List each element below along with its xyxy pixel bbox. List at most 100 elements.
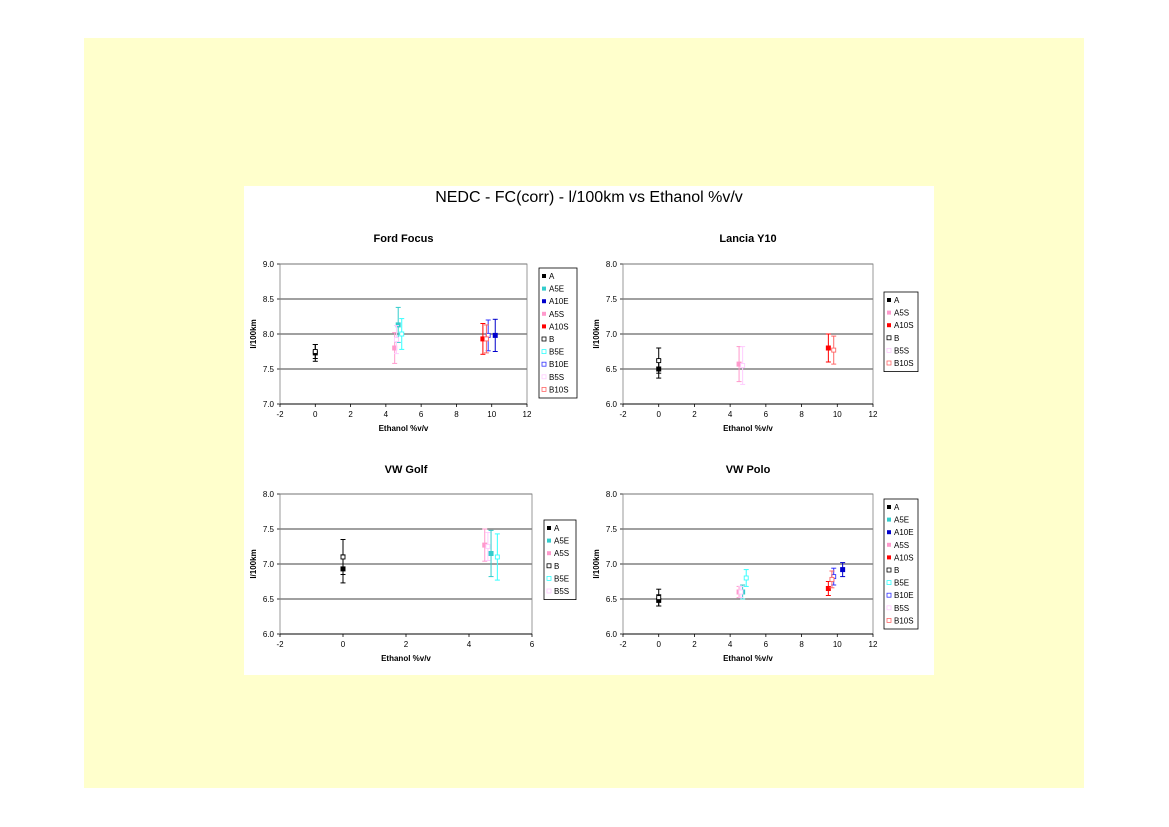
chart-title: VW Golf [385,464,428,476]
y-tick-label: 7.0 [263,560,275,569]
x-tick-label: 4 [384,410,389,419]
x-tick-label: 12 [869,640,878,649]
x-tick-label: 10 [833,640,842,649]
legend-marker-B5S [546,588,552,594]
point-B10S [831,347,837,353]
y-tick-label: 7.0 [606,330,618,339]
x-tick-label: -2 [619,640,627,649]
legend-label-A10S: A10S [549,322,569,331]
y-tick-label: 6.0 [606,630,618,639]
x-axis-label: Ethanol %v/v [723,424,773,433]
legend-label-B: B [554,562,559,571]
x-tick-label: -2 [619,410,627,419]
legend-marker-B5E [886,580,892,585]
x-tick-label: 6 [419,410,424,419]
chart-title: Lancia Y10 [719,233,776,245]
y-tick-label: 6.0 [606,400,618,409]
legend-label-B10S: B10S [894,359,914,368]
point-A10E [492,332,498,338]
legend-marker-A [547,526,551,530]
legend-label-B5S: B5S [549,373,564,382]
point-A5E [395,322,401,328]
legend-label-B10E: B10E [549,360,569,369]
x-tick-label: 10 [833,410,842,419]
legend-label-A: A [894,296,900,305]
x-tick-label: 6 [530,640,535,649]
point-B10S [829,576,835,582]
point-A5S [482,542,488,548]
x-tick-label: 2 [692,640,697,649]
point-B5E [743,575,749,581]
legend-marker-B10S [541,386,547,392]
legend-label-A5S: A5S [549,310,564,319]
legend-marker-B5E [541,349,547,355]
legend-marker-A [887,505,891,509]
legend-marker-B5E [546,576,552,581]
legend-marker-B10S [886,360,892,366]
legend-box [883,291,919,372]
legend-label-A10E: A10E [549,297,569,306]
point-B5E [494,554,500,560]
legend-label-B5E: B5E [549,348,564,357]
x-tick-label: 4 [728,640,733,649]
x-tick-label: 8 [799,640,804,649]
x-tick-label: 2 [404,640,409,649]
chart-title: Ford Focus [374,233,434,245]
legend: A A5S A10S B B5S B10S [883,291,919,372]
legend-label-A5S: A5S [554,549,569,558]
legend-marker-A10S [887,555,891,560]
point-A10S [825,345,831,351]
point-A5E [488,551,494,556]
legend-label-A5S: A5S [894,541,909,550]
x-tick-label: 0 [656,410,661,419]
legend-marker-A5S [547,551,551,556]
legend-marker-A10S [887,323,891,328]
legend-marker-B [886,567,892,573]
x-tick-label: 2 [692,410,697,419]
legend-marker-B5S [541,374,547,380]
y-tick-label: 6.5 [606,595,618,604]
y-tick-label: 6.0 [263,630,275,639]
y-tick-label: 8.0 [263,490,275,499]
legend-label-B10S: B10S [549,385,569,394]
legend-marker-A5S [542,311,546,316]
point-B5S [485,544,491,549]
legend-marker-B [541,336,547,342]
legend-marker-B10E [541,361,547,367]
point-A5S [392,345,398,351]
x-tick-label: 10 [487,410,496,419]
point-B [312,349,318,354]
chart-title: VW Polo [726,464,771,476]
legend-marker-A [542,274,546,278]
x-tick-label: 12 [523,410,532,419]
legend-marker-A5S [887,542,891,547]
legend-label-A: A [894,503,900,512]
y-tick-label: 7.5 [606,295,618,304]
legend-label-B: B [894,566,899,575]
point-A5S [736,361,742,367]
chart-1: Lancia Y10 6.0 6.5 7.0 7.5 8.0 -2 0 2 4 6 8 10 12 Etha… [592,233,919,433]
legend-marker-B5S [886,347,892,353]
y-tick-label: 9.0 [263,260,275,269]
legend-label-B: B [894,334,899,343]
legend-label-B10E: B10E [894,591,914,600]
y-tick-label: 8.0 [263,330,275,339]
x-axis-label: Ethanol %v/v [381,654,431,663]
legend-label-B5E: B5E [894,579,909,588]
legend-marker-A5E [887,517,891,522]
legend-marker-B [546,563,552,569]
legend-label-B: B [549,335,554,344]
x-tick-label: 2 [348,410,353,419]
x-tick-label: 0 [656,640,661,649]
y-axis-label: l/100km [592,549,601,578]
legend-marker-A10S [542,324,546,329]
y-tick-label: 7.5 [606,525,618,534]
legend-marker-A5S [887,310,891,315]
point-B [656,595,662,601]
y-tick-label: 7.0 [263,400,275,409]
legend-label-A: A [549,272,555,281]
legend: A A5E A10E A5S A10S B B5E B10E B5S B10S [883,498,919,630]
legend-label-A5E: A5E [894,516,909,525]
legend-marker-B10S [886,618,892,623]
